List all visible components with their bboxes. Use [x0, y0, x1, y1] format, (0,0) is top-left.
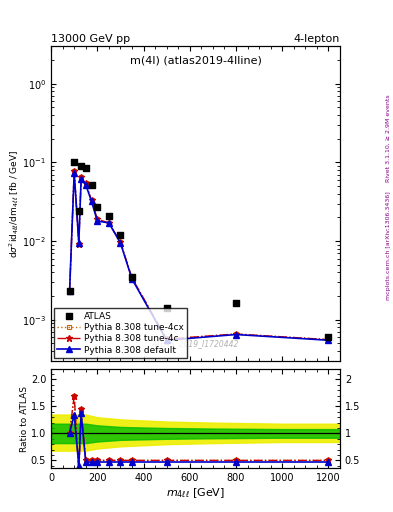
Pythia 8.308 tune-4c: [72, 168, 77, 175]
Pythia 8.308 tune-4c: [67, 288, 72, 294]
Pythia 8.308 tune-4c: [107, 220, 111, 226]
Text: 4-lepton: 4-lepton: [294, 33, 340, 44]
Pythia 8.308 default: [95, 218, 100, 224]
ATLAS: [83, 164, 89, 172]
ATLAS: [325, 333, 332, 342]
Pythia 8.308 tune-4c: [164, 336, 169, 342]
Pythia 8.308 default: [83, 182, 88, 188]
Pythia 8.308 tune-4cx: [326, 336, 331, 343]
Pythia 8.308 tune-4c: [326, 336, 331, 343]
ATLAS: [106, 211, 112, 220]
ATLAS: [163, 304, 170, 312]
Pythia 8.308 default: [89, 198, 94, 204]
Pythia 8.308 tune-4c: [233, 331, 238, 337]
Pythia 8.308 default: [67, 288, 72, 294]
Pythia 8.308 default: [79, 176, 83, 182]
Legend: ATLAS, Pythia 8.308 tune-4cx, Pythia 8.308 tune-4c, Pythia 8.308 default: ATLAS, Pythia 8.308 tune-4cx, Pythia 8.3…: [54, 308, 187, 358]
Line: Pythia 8.308 tune-4c: Pythia 8.308 tune-4c: [66, 168, 332, 343]
Pythia 8.308 tune-4c: [130, 275, 134, 281]
Pythia 8.308 tune-4c: [77, 241, 81, 247]
Pythia 8.308 tune-4cx: [95, 216, 100, 222]
Pythia 8.308 tune-4cx: [72, 168, 77, 175]
Pythia 8.308 tune-4cx: [67, 288, 72, 294]
Pythia 8.308 tune-4cx: [233, 331, 238, 337]
Pythia 8.308 tune-4cx: [89, 197, 94, 203]
Pythia 8.308 default: [77, 240, 81, 246]
ATLAS: [233, 298, 239, 307]
Text: 13000 GeV pp: 13000 GeV pp: [51, 33, 130, 44]
Pythia 8.308 tune-4cx: [130, 275, 134, 281]
Pythia 8.308 tune-4cx: [79, 174, 83, 180]
Pythia 8.308 tune-4cx: [77, 241, 81, 247]
Pythia 8.308 tune-4c: [89, 197, 94, 203]
Y-axis label: d$\sigma^2$id$_{4\ell\ell}$/dm$_{4\ell\ell}$ [fb / GeV]: d$\sigma^2$id$_{4\ell\ell}$/dm$_{4\ell\e…: [7, 150, 21, 258]
ATLAS: [88, 181, 95, 189]
ATLAS: [71, 158, 77, 166]
ATLAS: [117, 231, 123, 239]
Text: mcplots.cern.ch [arXiv:1306.3436]: mcplots.cern.ch [arXiv:1306.3436]: [386, 191, 391, 300]
Pythia 8.308 default: [233, 331, 238, 337]
Text: m(4l) (atlas2019-4lline): m(4l) (atlas2019-4lline): [130, 55, 261, 66]
ATLAS: [129, 273, 135, 281]
Line: Pythia 8.308 tune-4cx: Pythia 8.308 tune-4cx: [67, 169, 331, 342]
ATLAS: [94, 203, 101, 211]
Y-axis label: Ratio to ATLAS: Ratio to ATLAS: [20, 386, 29, 452]
Pythia 8.308 tune-4c: [83, 180, 88, 186]
Line: Pythia 8.308 default: Pythia 8.308 default: [67, 170, 331, 343]
Pythia 8.308 tune-4cx: [107, 220, 111, 226]
X-axis label: $m_{4\ell\ell}$ [GeV]: $m_{4\ell\ell}$ [GeV]: [166, 486, 225, 500]
Pythia 8.308 default: [326, 337, 331, 344]
ATLAS: [76, 207, 82, 215]
Pythia 8.308 default: [164, 337, 169, 344]
Text: ATLAS_2019_I1720442: ATLAS_2019_I1720442: [152, 339, 239, 348]
ATLAS: [78, 162, 84, 170]
Pythia 8.308 default: [130, 276, 134, 282]
Text: Rivet 3.1.10, ≥ 2.9M events: Rivet 3.1.10, ≥ 2.9M events: [386, 94, 391, 182]
Pythia 8.308 default: [72, 169, 77, 176]
Pythia 8.308 tune-4c: [118, 239, 123, 245]
ATLAS: [66, 287, 73, 295]
Pythia 8.308 tune-4c: [79, 174, 83, 180]
Pythia 8.308 default: [118, 240, 123, 246]
Pythia 8.308 default: [107, 220, 111, 226]
Pythia 8.308 tune-4c: [95, 216, 100, 222]
Pythia 8.308 tune-4cx: [83, 180, 88, 186]
Pythia 8.308 tune-4cx: [164, 336, 169, 342]
Pythia 8.308 tune-4cx: [118, 239, 123, 245]
